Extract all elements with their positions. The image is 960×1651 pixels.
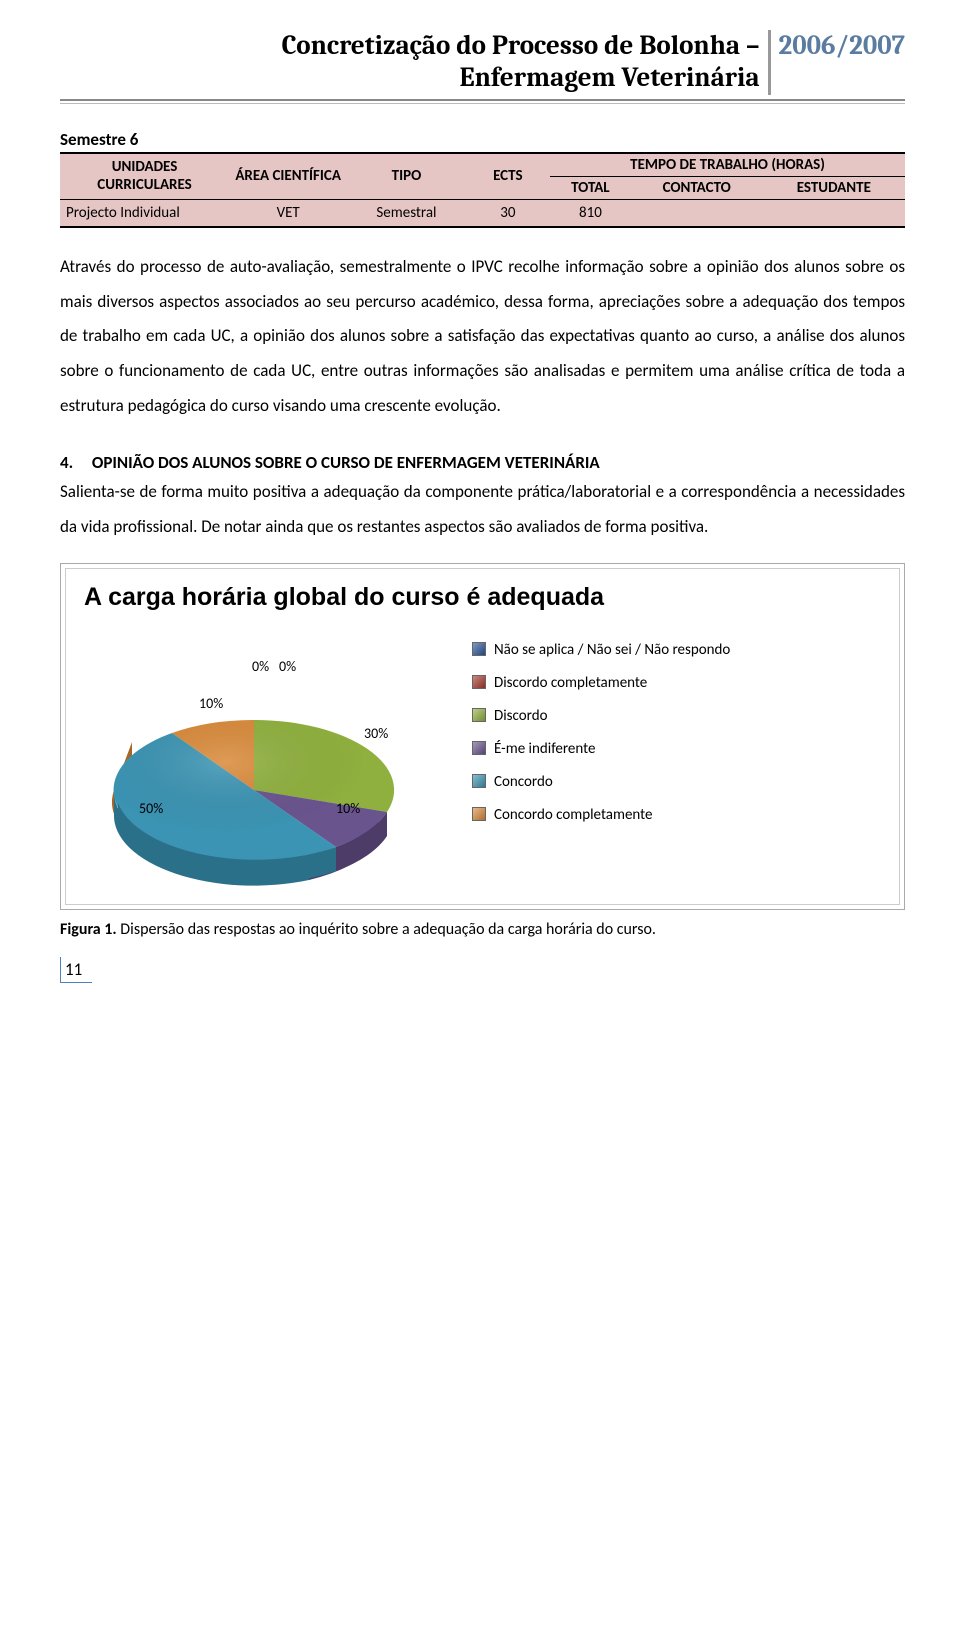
header-title-line1: Concretização do Processo de Bolonha –: [282, 30, 760, 61]
legend-label-nao-aplica: Não se aplica / Não sei / Não respondo: [494, 640, 730, 661]
chart-legend: Não se aplica / Não sei / Não respondo D…: [472, 640, 881, 838]
legend-swatch-nao-aplica: [472, 642, 486, 656]
section4-num: 4.: [60, 452, 88, 473]
section4-body: Salienta-se de forma muito positiva a ad…: [60, 475, 905, 545]
legend-label-discordo-comp: Discordo completamente: [494, 673, 647, 694]
pie-label-ten-bot: 10%: [336, 800, 360, 817]
chart-body: 0% 0% 10% 30% 10% 50% Não se aplica / Nã…: [84, 640, 881, 890]
pie-chart: 0% 0% 10% 30% 10% 50%: [84, 640, 444, 890]
legend-item: É-me indiferente: [472, 739, 881, 760]
header-rule-thick: [60, 99, 905, 101]
th-tempo-span: TEMPO DE TRABALHO (HORAS): [550, 153, 905, 177]
cell-tipo: Semestral: [347, 199, 465, 227]
th-ects: ECTS: [466, 153, 551, 200]
header-title-line2: Enfermagem Veterinária: [459, 62, 759, 93]
header-year: 2006/2007: [771, 30, 905, 61]
legend-item: Concordo completamente: [472, 805, 881, 826]
th-contacto: CONTACTO: [631, 176, 763, 199]
course-table: UNIDADES CURRICULARES ÁREA CIENTÍFICA TI…: [60, 152, 905, 228]
cell-unidades: Projecto Individual: [60, 199, 229, 227]
legend-label-indiferente: É-me indiferente: [494, 739, 595, 760]
legend-label-discordo: Discordo: [494, 706, 547, 727]
paragraph-auto-avaliacao: Através do processo de auto-avaliação, s…: [60, 250, 905, 424]
chart-panel: A carga horária global do curso é adequa…: [60, 563, 905, 910]
legend-item: Não se aplica / Não sei / Não respondo: [472, 640, 881, 661]
chart-title: A carga horária global do curso é adequa…: [84, 583, 881, 612]
header-row: Concretização do Processo de Bolonha – E…: [60, 30, 905, 95]
cell-ects: 30: [466, 199, 551, 227]
cell-estudante: [763, 199, 905, 227]
cell-contacto: [631, 199, 763, 227]
legend-item: Discordo: [472, 706, 881, 727]
pie-label-zero1: 0%: [252, 658, 269, 675]
th-area: ÁREA CIENTÍFICA: [229, 153, 347, 200]
legend-swatch-discordo-comp: [472, 675, 486, 689]
section4-heading: 4. OPINIÃO DOS ALUNOS SOBRE O CURSO DE E…: [60, 452, 905, 473]
legend-item: Concordo: [472, 772, 881, 793]
figure-caption-rest: Dispersão das respostas ao inquérito sob…: [117, 920, 656, 939]
table-row: Projecto Individual VET Semestral 30 810: [60, 199, 905, 227]
legend-item: Discordo completamente: [472, 673, 881, 694]
table-header-row1: UNIDADES CURRICULARES ÁREA CIENTÍFICA TI…: [60, 153, 905, 177]
page-number: 11: [60, 957, 92, 983]
pie-label-ten-top: 10%: [199, 695, 223, 712]
th-unidades: UNIDADES CURRICULARES: [60, 153, 229, 200]
pie-gloss: [114, 720, 394, 860]
header-title: Concretização do Processo de Bolonha – E…: [60, 30, 771, 95]
th-total: TOTAL: [550, 176, 631, 199]
legend-swatch-indiferente: [472, 741, 486, 755]
legend-swatch-discordo: [472, 708, 486, 722]
legend-swatch-concordo-comp: [472, 807, 486, 821]
legend-swatch-concordo: [472, 774, 486, 788]
cell-area: VET: [229, 199, 347, 227]
cell-total: 810: [550, 199, 631, 227]
pie-label-zero2: 0%: [279, 658, 296, 675]
th-tipo: TIPO: [347, 153, 465, 200]
pie-svg: [84, 640, 444, 890]
legend-label-concordo-comp: Concordo completamente: [494, 805, 652, 826]
figure-caption: Figura 1. Dispersão das respostas ao inq…: [60, 920, 905, 939]
semester-label: Semestre 6: [60, 129, 905, 150]
chart-panel-inner: A carga horária global do curso é adequa…: [65, 568, 900, 905]
page-header: Concretização do Processo de Bolonha – E…: [60, 30, 905, 104]
header-rule-thin: [60, 103, 905, 104]
section4-title: OPINIÃO DOS ALUNOS SOBRE O CURSO DE ENFE…: [92, 452, 600, 473]
pie-label-thirty: 30%: [364, 725, 388, 742]
legend-label-concordo: Concordo: [494, 772, 553, 793]
pie-label-fifty: 50%: [139, 800, 163, 817]
figure-caption-bold: Figura 1.: [60, 920, 117, 939]
th-estudante: ESTUDANTE: [763, 176, 905, 199]
